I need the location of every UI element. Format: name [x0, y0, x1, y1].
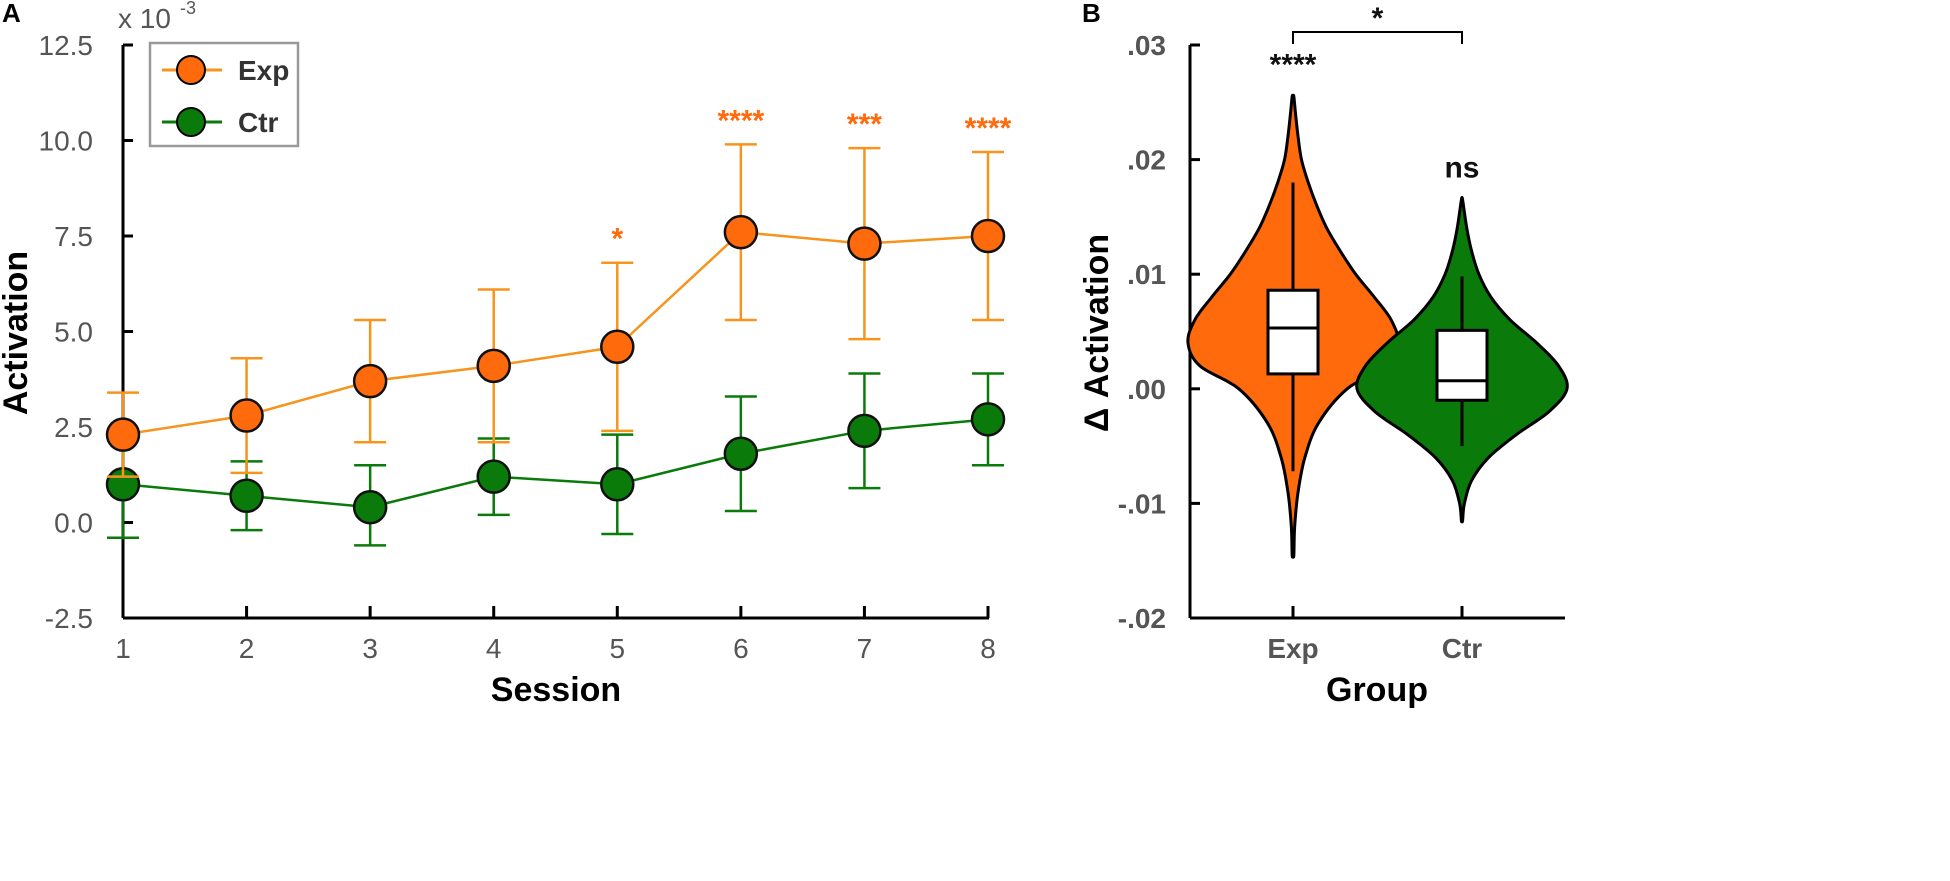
- ctr-point: [352, 489, 388, 525]
- y-tick-label: -.02: [1118, 603, 1166, 634]
- panel-a-legend: Exp Ctr: [148, 41, 300, 148]
- exp-point: [847, 226, 882, 261]
- y-tick-label: 10.0: [39, 126, 94, 157]
- exp-point: [229, 398, 264, 433]
- y-tick-label: -.01: [1118, 488, 1166, 519]
- ctr-significance-label: ns: [1444, 152, 1479, 185]
- exp-significance-label: ***: [847, 108, 882, 141]
- ctr-box: [1435, 328, 1489, 402]
- y-tick-label: -2.5: [45, 603, 93, 634]
- exp-point: [352, 363, 388, 399]
- y-tick-label: 2.5: [54, 412, 93, 443]
- x-tick-label: Ctr: [1442, 633, 1483, 664]
- ctr-point: [600, 467, 635, 502]
- exp-point: [600, 329, 635, 365]
- y-tick-label: 7.5: [54, 221, 93, 252]
- y-tick-label: .03: [1127, 30, 1166, 61]
- exp-significance-label: ****: [718, 104, 765, 137]
- exp-point: [105, 417, 141, 452]
- exp-point: [723, 214, 759, 250]
- panel-a-label: A: [2, 0, 21, 28]
- x-tick-label: 8: [980, 633, 996, 664]
- panel-b-chart: .03 .02 .01 .00 -.01 -.02 **** Exp ns Ctr *: [1118, 2, 1569, 664]
- legend-ctr-marker: [176, 107, 206, 137]
- legend-ctr-label: Ctr: [238, 107, 279, 138]
- x-tick-label: 2: [239, 633, 255, 664]
- ctr-point: [229, 478, 264, 514]
- x-tick-label: 5: [609, 633, 625, 664]
- x-tick-label: 4: [486, 633, 502, 664]
- y-tick-label: 5.0: [54, 317, 93, 348]
- exp-series-line: [122, 230, 989, 436]
- y-tick-label: 0.0: [54, 508, 93, 539]
- legend-box: [148, 41, 300, 148]
- x-tick-label: 6: [733, 633, 749, 664]
- y-tick-label: .02: [1127, 145, 1166, 176]
- exp-significance-label: ****: [965, 112, 1012, 145]
- panel-b-y-axis-title: Δ Activation: [1078, 234, 1116, 432]
- ctr-point: [847, 413, 882, 449]
- between-groups-significance-label: *: [1372, 2, 1384, 35]
- ctr-point: [476, 459, 511, 494]
- ctr-point: [723, 436, 759, 471]
- exp-significance-label: ****: [1270, 49, 1317, 82]
- legend-exp-marker: [176, 55, 206, 85]
- panel-a-chart: -2.50.02.55.07.510.012.51 2 3 4 5 6 7 8***** ***…: [39, 30, 1012, 664]
- x-tick-label: 3: [362, 633, 378, 664]
- x-tick-label: Exp: [1267, 633, 1318, 664]
- y-tick-label: .00: [1127, 374, 1166, 405]
- panel-a-y-axis-title: Activation: [0, 251, 35, 415]
- x-tick-label: 7: [857, 633, 873, 664]
- ctr-series-line: [122, 418, 989, 509]
- exp-box: [1266, 288, 1320, 376]
- y-tick-label: 12.5: [39, 30, 94, 61]
- panel-a-multiplier: x 10: [118, 3, 171, 34]
- panel-a-exponent: -3: [180, 0, 196, 18]
- panel-a-x-axis-title: Session: [491, 671, 621, 709]
- x-tick-label: 1: [115, 633, 131, 664]
- y-tick-label: .01: [1127, 259, 1166, 290]
- panel-b-x-axis-title: Group: [1326, 671, 1428, 709]
- exp-point: [970, 218, 1006, 254]
- comparison-bracket: [1292, 31, 1463, 44]
- legend-exp-label: Exp: [238, 55, 289, 86]
- ctr-point: [970, 402, 1006, 437]
- exp-point: [476, 348, 511, 384]
- exp-significance-label: *: [611, 223, 623, 256]
- panel-b-label: B: [1082, 0, 1101, 28]
